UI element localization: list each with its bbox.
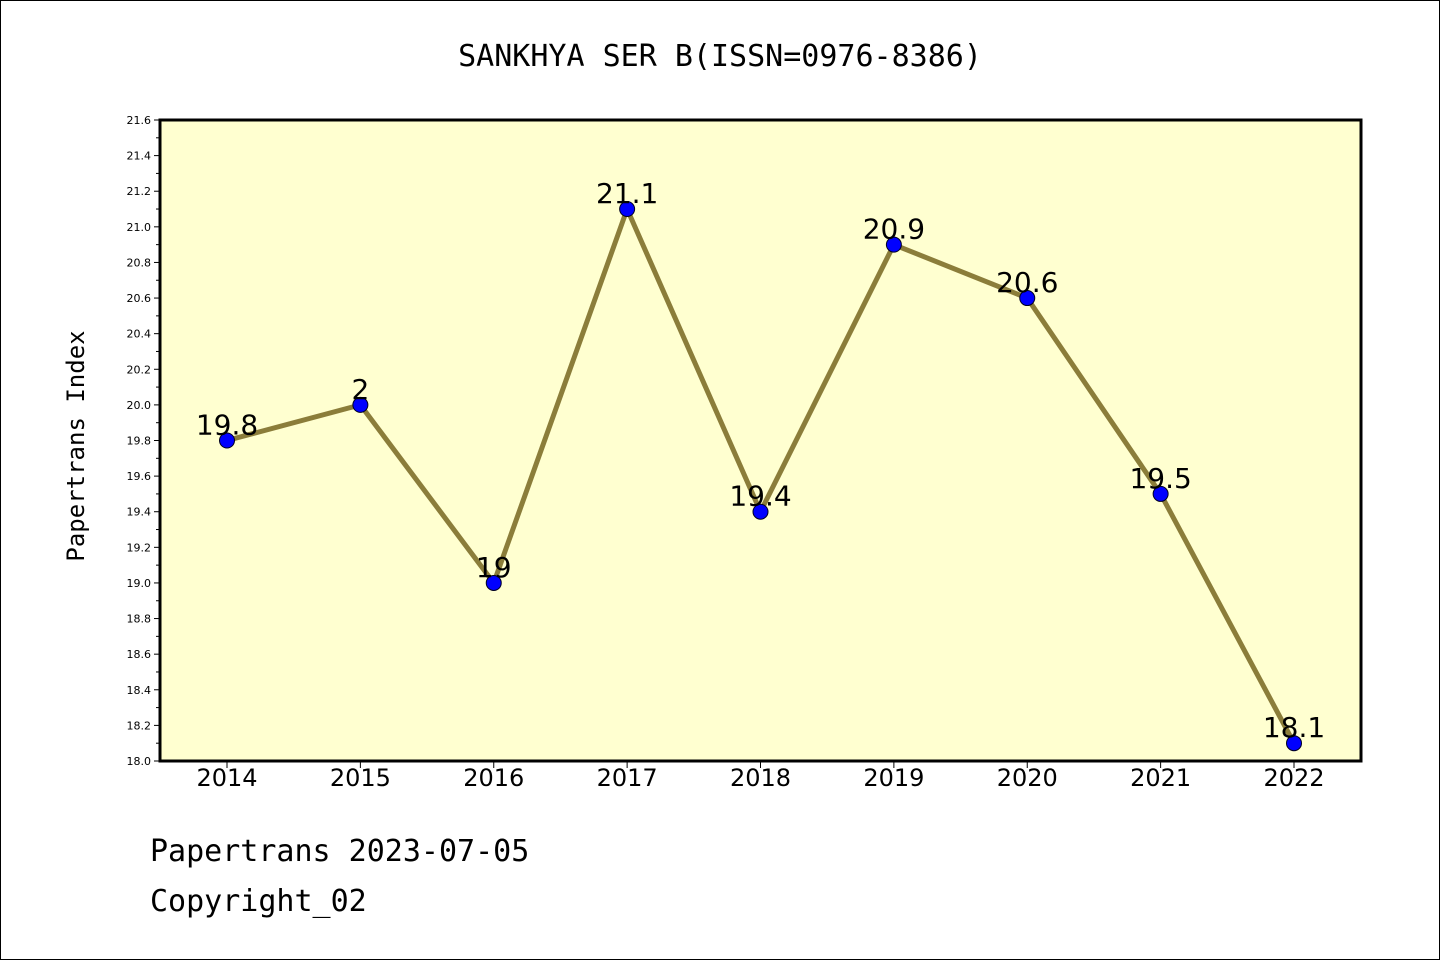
x-tick-label: 2016 bbox=[463, 764, 524, 792]
data-markers bbox=[219, 201, 1302, 752]
x-tick-label: 2019 bbox=[863, 764, 924, 792]
x-tick-label: 2015 bbox=[330, 764, 391, 792]
y-axis-label: Papertrans Index bbox=[62, 330, 90, 561]
y-tick-label: 19.4 bbox=[127, 506, 152, 519]
y-tick-label: 20.8 bbox=[127, 256, 152, 269]
x-tick-label: 2014 bbox=[196, 764, 257, 792]
data-point bbox=[885, 236, 902, 253]
x-tick-label: 2020 bbox=[997, 764, 1058, 792]
data-label: 19.4 bbox=[729, 480, 791, 513]
x-tick-label: 2018 bbox=[730, 764, 791, 792]
data-label: 19 bbox=[476, 551, 512, 584]
y-axis: 18.0 18.2 18.4 18.6 18.8 19.0 19.2 19.4 19.6 19.8… bbox=[127, 114, 160, 768]
y-tick-label: 21.4 bbox=[127, 150, 152, 163]
data-label: 2 bbox=[351, 373, 369, 406]
y-tick-label: 21.2 bbox=[127, 185, 152, 198]
data-label: 20.9 bbox=[863, 213, 925, 246]
data-label: 18.1 bbox=[1263, 711, 1325, 744]
y-tick-label: 19.2 bbox=[127, 541, 152, 554]
data-label: 21.1 bbox=[596, 177, 658, 210]
y-tick-label: 18.2 bbox=[127, 719, 152, 732]
y-tick-label: 20.6 bbox=[127, 292, 152, 305]
y-tick-label: 20.2 bbox=[127, 363, 152, 376]
x-tick-label: 2022 bbox=[1263, 764, 1324, 792]
x-tick-label: 2021 bbox=[1130, 764, 1191, 792]
y-tick-label: 20.0 bbox=[127, 399, 152, 412]
data-point bbox=[219, 432, 235, 449]
y-tick-label: 20.4 bbox=[127, 328, 152, 341]
y-tick-label: 18.8 bbox=[127, 613, 152, 626]
data-point bbox=[1019, 290, 1036, 307]
y-tick-label: 19.8 bbox=[127, 435, 152, 448]
data-label: 19.5 bbox=[1129, 462, 1191, 495]
data-point bbox=[1152, 485, 1169, 502]
data-label: 19.8 bbox=[196, 409, 258, 442]
data-point bbox=[1286, 735, 1302, 752]
x-axis: 2014 2015 2016 2017 2018 2019 2020 2021 2022 bbox=[196, 761, 1325, 792]
y-tick-label: 18.4 bbox=[127, 684, 152, 697]
footer-date: Papertrans 2023-07-05 bbox=[150, 834, 530, 869]
y-tick-label: 18.6 bbox=[127, 648, 152, 661]
footer-copyright: Copyright_02 bbox=[150, 884, 367, 919]
chart-title: SANKHYA SER B(ISSN=0976-8386) bbox=[458, 39, 982, 74]
data-labels: 19.8 2 19 21.1 19.4 20.9 20.6 19.5 18.1 bbox=[196, 177, 1325, 744]
data-point bbox=[352, 396, 369, 413]
y-tick-label: 18.0 bbox=[127, 755, 152, 768]
data-point bbox=[619, 201, 636, 218]
plot-area bbox=[158, 118, 1363, 763]
data-point bbox=[485, 574, 502, 591]
y-tick-label: 19.0 bbox=[127, 577, 152, 590]
y-tick-label: 21.0 bbox=[127, 221, 152, 234]
y-tick-label: 19.6 bbox=[127, 470, 152, 483]
y-tick-label: 21.6 bbox=[127, 114, 152, 127]
data-point bbox=[752, 503, 769, 520]
x-tick-label: 2017 bbox=[597, 764, 658, 792]
data-label: 20.6 bbox=[996, 266, 1058, 299]
